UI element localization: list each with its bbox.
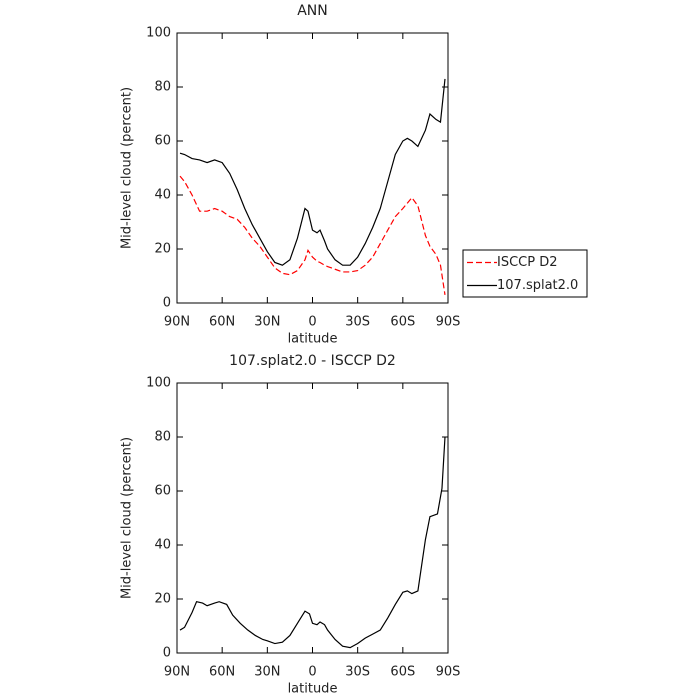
legend-label: 107.splat2.0 — [497, 278, 578, 293]
y-tick-label: 0 — [163, 646, 171, 661]
x-tick-label: 30N — [254, 315, 280, 330]
x-tick-label: 60N — [209, 665, 235, 680]
legend-label: ISCCP D2 — [497, 255, 558, 270]
y-tick-label: 80 — [154, 430, 171, 445]
y-tick-label: 20 — [154, 242, 171, 257]
x-tick-label: 30S — [345, 665, 370, 680]
y-tick-label: 40 — [154, 188, 171, 203]
y-tick-label: 20 — [154, 592, 171, 607]
x-tick-label: 30S — [345, 315, 370, 330]
y-tick-label: 100 — [146, 26, 171, 41]
y-axis-label: Mid-level cloud (percent) — [120, 437, 135, 599]
x-tick-label: 0 — [308, 665, 316, 680]
x-axis-label: latitude — [288, 332, 338, 347]
x-tick-label: 90N — [164, 315, 190, 330]
chart-title: ANN — [297, 3, 328, 19]
chart-title: 107.splat2.0 - ISCCP D2 — [229, 353, 396, 369]
y-tick-label: 60 — [154, 134, 171, 149]
x-tick-label: 90S — [436, 315, 461, 330]
data-line — [179, 436, 446, 649]
y-axis-label: Mid-level cloud (percent) — [120, 87, 135, 249]
x-tick-label: 30N — [254, 665, 280, 680]
y-tick-label: 60 — [154, 484, 171, 499]
y-tick-label: 80 — [154, 80, 171, 95]
y-tick-label: 40 — [154, 538, 171, 553]
x-tick-label: 90N — [164, 665, 190, 680]
plot-frame — [176, 32, 449, 304]
data-line — [179, 78, 446, 266]
y-tick-label: 100 — [146, 376, 171, 391]
x-tick-label: 0 — [308, 315, 316, 330]
data-line — [179, 175, 446, 295]
x-tick-label: 60S — [390, 665, 415, 680]
legend-box — [462, 249, 588, 298]
y-tick-label: 0 — [163, 296, 171, 311]
x-tick-label: 60N — [209, 315, 235, 330]
x-tick-label: 60S — [390, 315, 415, 330]
x-axis-label: latitude — [288, 682, 338, 697]
x-tick-label: 90S — [436, 665, 461, 680]
plot-frame — [176, 382, 449, 654]
